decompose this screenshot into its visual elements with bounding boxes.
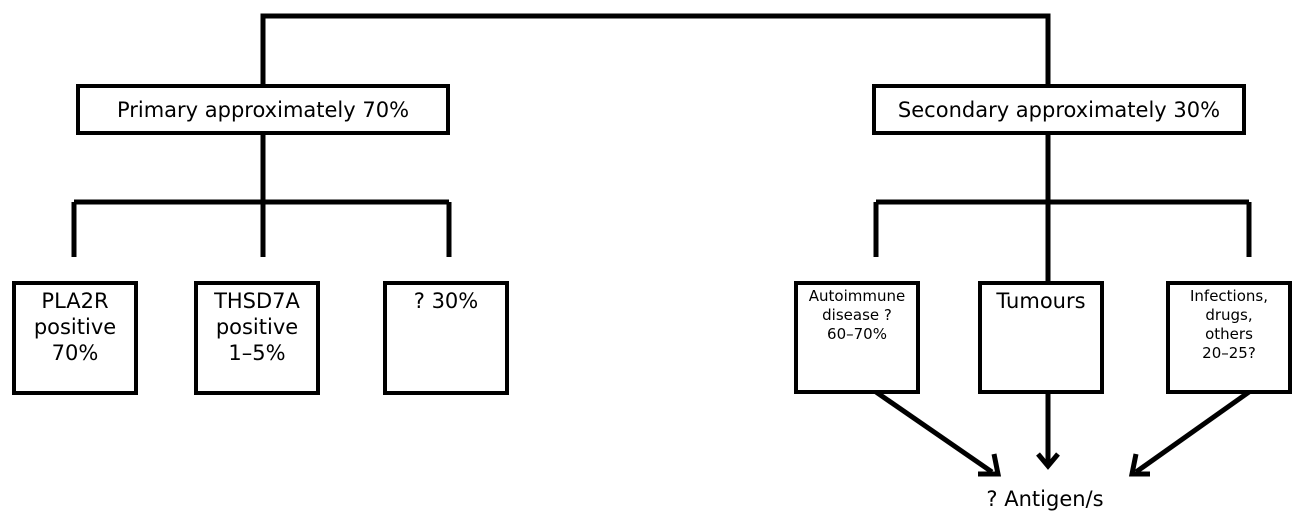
secondary-child-tumours: Tumours <box>978 281 1104 394</box>
primary-child-thsd7a: THSD7A positive 1–5% <box>194 281 320 395</box>
target-antigen-label: ? Antigen/s <box>986 487 1104 511</box>
arrow-autoimmune-to-antigen <box>874 389 994 475</box>
primary-box: Primary approximately 70% <box>76 84 450 135</box>
primary-child-pla2r: PLA2R positive 70% <box>12 281 138 395</box>
secondary-child-label: Infections, drugs, others 20–25? <box>1189 287 1268 362</box>
secondary-child-label: Tumours <box>996 289 1086 313</box>
primary-child-label: PLA2R positive 70% <box>33 289 117 365</box>
arrow-tumours-head <box>1036 452 1060 470</box>
primary-child-label: ? 30% <box>413 289 479 313</box>
arrow-infections-head <box>1128 453 1150 477</box>
root-connector <box>260 13 1051 85</box>
primary-child-label: THSD7A positive 1–5% <box>214 289 300 365</box>
secondary-box: Secondary approximately 30% <box>872 84 1246 135</box>
secondary-child-autoimmune: Autoimmune disease ? 60–70% <box>794 281 920 394</box>
secondary-child-label: Autoimmune disease ? 60–70% <box>808 287 906 343</box>
primary-child-unknown: ? 30% <box>383 281 509 395</box>
arrow-autoimmune-head <box>978 453 1002 477</box>
arrow-infections-to-antigen <box>1134 389 1251 475</box>
primary-label: Primary approximately 70% <box>116 97 410 122</box>
secondary-label: Secondary approximately 30% <box>897 97 1221 122</box>
secondary-child-infections: Infections, drugs, others 20–25? <box>1166 281 1292 394</box>
